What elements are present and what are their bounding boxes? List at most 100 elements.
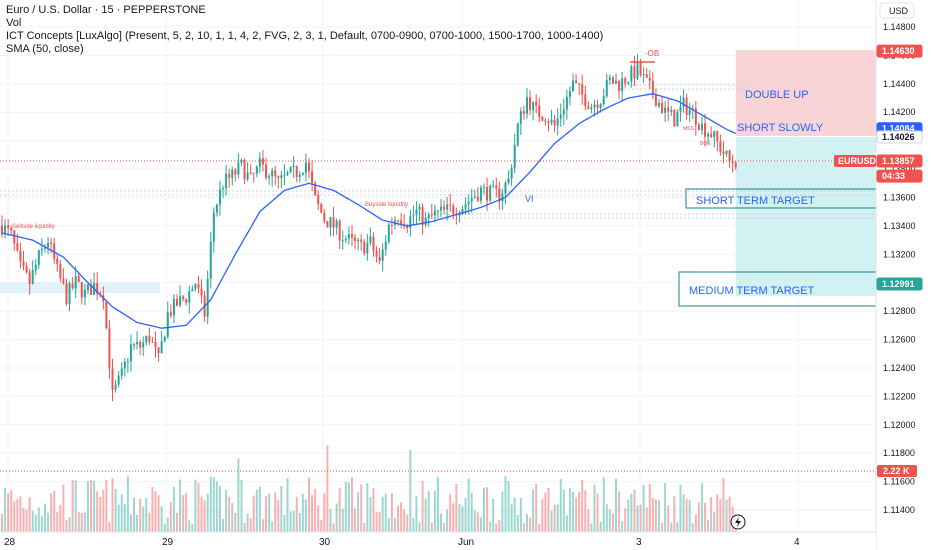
- volume-bar: [338, 487, 341, 532]
- volume-bar: [163, 523, 166, 532]
- candle-body: [133, 344, 136, 346]
- volume-bar: [550, 510, 553, 532]
- candle-body: [369, 236, 372, 244]
- volume-bar: [34, 514, 37, 532]
- candle-body: [541, 117, 544, 121]
- candle-body: [317, 195, 320, 204]
- candle-body: [522, 111, 525, 114]
- volume-bar: [19, 496, 22, 532]
- candle-body: [615, 80, 617, 84]
- volume-bar: [418, 522, 421, 532]
- candle-body: [375, 250, 378, 257]
- volume-bar: [507, 481, 510, 532]
- candle-body: [587, 106, 590, 109]
- candle-body: [443, 206, 446, 210]
- candle-body: [731, 161, 734, 164]
- candle-body: [482, 186, 485, 188]
- volume-bar: [274, 492, 277, 532]
- volume-bar: [289, 511, 292, 532]
- volume-bar: [37, 507, 40, 532]
- candle-body: [354, 237, 357, 242]
- candle-body: [667, 107, 670, 112]
- candle-body: [507, 178, 510, 183]
- candle-body: [599, 104, 602, 109]
- volume-bar: [117, 504, 120, 532]
- volume-bar: [697, 502, 700, 532]
- volume-bar: [605, 503, 608, 532]
- sma-line: [1, 93, 736, 329]
- time-axis-bg: [0, 532, 876, 550]
- indicator-ict-concepts[interactable]: ICT Concepts [LuxAlgo] (Present, 5, 2, 1…: [6, 30, 604, 42]
- mss-label: MSS: [683, 126, 695, 132]
- volume-bar: [495, 523, 498, 532]
- candle-body: [117, 375, 120, 385]
- volume-bar: [341, 508, 344, 532]
- volume-bar: [175, 512, 178, 532]
- volume-bar: [357, 492, 360, 532]
- indicator-sma[interactable]: SMA (50, close): [6, 43, 84, 55]
- volume-bar: [246, 513, 249, 532]
- volume-bar: [194, 479, 197, 532]
- volume-bar: [329, 508, 332, 532]
- indicator-vol[interactable]: Vol: [6, 17, 22, 29]
- volume-bar: [237, 458, 240, 532]
- candle-body: [274, 170, 277, 177]
- volume-bar: [255, 489, 258, 532]
- volume-bar: [587, 509, 590, 532]
- candle-body: [633, 66, 636, 79]
- volume-bar: [206, 493, 209, 532]
- volume-bar: [611, 513, 614, 532]
- time-tick-label: 30: [319, 537, 331, 548]
- candle-body: [1, 225, 3, 235]
- price-label-text: 1.14084: [882, 124, 915, 134]
- volume-bar: [53, 490, 56, 532]
- volume-bar: [397, 505, 400, 532]
- candle-body: [575, 80, 578, 84]
- price-tick-label: 1.12400: [883, 363, 916, 373]
- candle-body: [341, 240, 344, 242]
- candle-body: [240, 159, 243, 163]
- volume-bar: [538, 523, 541, 532]
- volume-bar: [676, 522, 679, 532]
- volume-bar: [443, 522, 446, 532]
- ob-label: -OB: [645, 49, 659, 58]
- candle-body: [129, 344, 132, 362]
- candle-body: [59, 263, 62, 279]
- price-label-box: [876, 169, 923, 183]
- candle-body: [151, 341, 154, 343]
- volume-bar: [166, 517, 169, 532]
- volume-bar: [707, 519, 710, 532]
- volume-bar: [406, 514, 409, 532]
- candle-body: [283, 174, 286, 176]
- candle-body: [16, 243, 19, 251]
- volume-tag-box: [877, 465, 917, 477]
- volume-bar: [215, 481, 218, 532]
- candle-body: [169, 312, 172, 316]
- volume-bar: [148, 512, 151, 532]
- volume-bar: [265, 496, 268, 532]
- volume-bar: [636, 505, 639, 532]
- short-term-target-annotation: SHORT TERM TARGET: [696, 195, 815, 207]
- volume-bar: [249, 518, 252, 532]
- volume-bar: [608, 509, 611, 532]
- volume-bar: [372, 487, 375, 532]
- candle-body: [390, 224, 393, 226]
- volume-bar: [409, 449, 412, 532]
- volume-bar: [16, 499, 19, 532]
- candle-body: [387, 224, 390, 242]
- candle-body: [645, 74, 648, 78]
- symbol-title[interactable]: Euro / U.S. Dollar · 15 · PEPPERSTONE: [6, 4, 206, 16]
- volume-bar: [504, 476, 507, 532]
- volume-bar: [710, 496, 713, 532]
- volume-bar: [661, 522, 664, 532]
- time-tick-label: 29: [162, 537, 174, 548]
- volume-bar: [80, 512, 83, 532]
- volume-bar: [648, 484, 651, 532]
- candle-body: [556, 118, 559, 126]
- volume-bar: [295, 497, 298, 532]
- candle-body: [476, 196, 479, 201]
- candle-body: [314, 182, 317, 196]
- candle-body: [311, 171, 314, 183]
